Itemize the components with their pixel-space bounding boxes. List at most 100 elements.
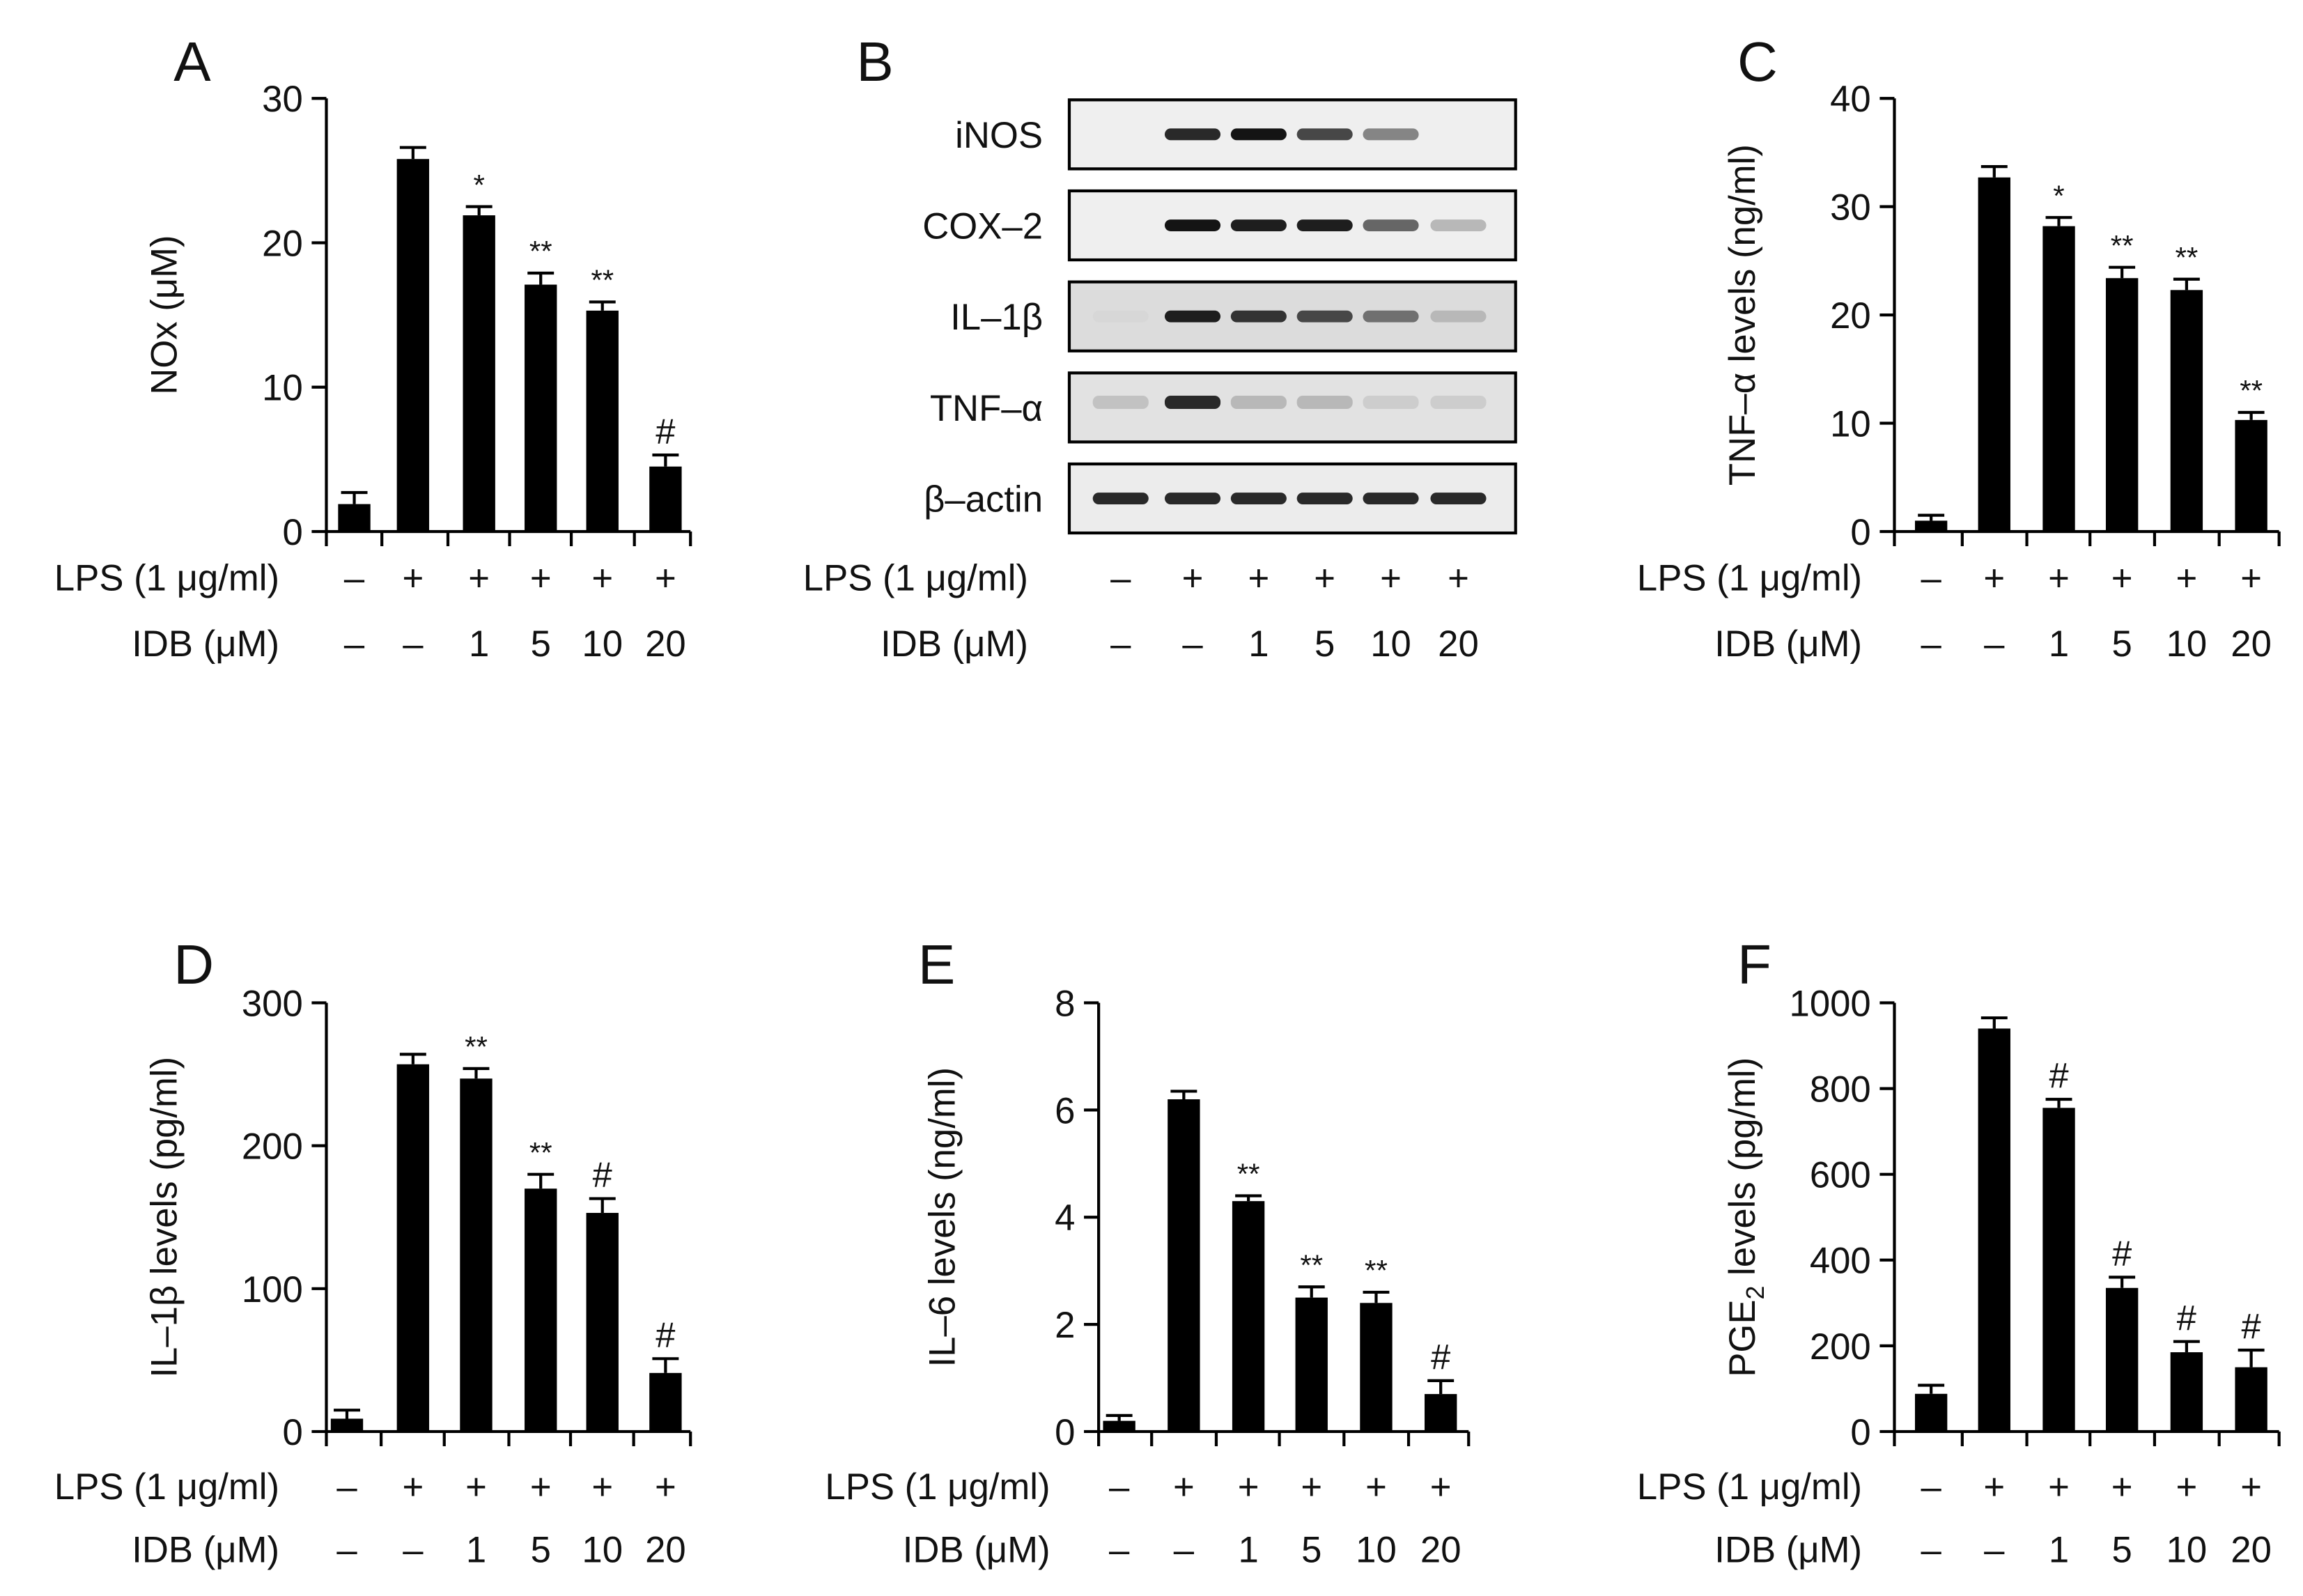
lps-value: +	[591, 1466, 613, 1508]
band	[1164, 396, 1221, 409]
bar	[2042, 226, 2075, 532]
idb-value: 1	[466, 1530, 486, 1571]
lps-value: +	[1380, 557, 1402, 598]
lps-value: +	[530, 557, 552, 598]
band	[1092, 396, 1149, 409]
bar	[586, 1213, 619, 1432]
idb-label: IDB (μM)	[1714, 1530, 1862, 1571]
lps-label: LPS (1 μg/ml)	[803, 557, 1028, 598]
bar	[2042, 1108, 2075, 1432]
protein-label: β–actin	[924, 479, 1043, 520]
band	[1296, 310, 1353, 323]
y-tick-label: 4	[1055, 1198, 1075, 1239]
bar	[460, 1078, 493, 1432]
y-tick-label: 0	[1850, 1412, 1870, 1453]
bar	[1168, 1099, 1200, 1432]
idb-value: 20	[645, 1530, 686, 1571]
y-tick-label: 200	[242, 1126, 303, 1168]
idb-value: 20	[1438, 623, 1479, 665]
lps-value: +	[1173, 1466, 1195, 1508]
panel-letter: F	[1737, 933, 1771, 995]
idb-label: IDB (μM)	[132, 623, 279, 665]
idb-value: 5	[1301, 1530, 1321, 1571]
lps-label: LPS (1 μg/ml)	[1637, 1466, 1862, 1508]
idb-value: 5	[531, 623, 551, 665]
significance-label: **	[529, 235, 552, 268]
y-tick-label: 0	[282, 1412, 302, 1453]
bar	[463, 215, 495, 532]
panel-letter: A	[173, 30, 211, 93]
bar	[2170, 290, 2203, 532]
protein-label: TNF–α	[930, 388, 1043, 429]
idb-value: –	[1174, 1530, 1195, 1571]
band	[1230, 219, 1287, 231]
significance-label: **	[2240, 374, 2263, 407]
lps-value: +	[1248, 557, 1269, 598]
lps-value: +	[2048, 1466, 2070, 1508]
bar	[1914, 1393, 1948, 1432]
bar	[1978, 177, 2010, 532]
protein-label: IL–1β	[950, 297, 1043, 338]
band	[1430, 396, 1487, 409]
y-axis-label: NOx (μM)	[144, 235, 185, 394]
lps-value: +	[530, 1466, 552, 1508]
idb-value: –	[344, 623, 365, 665]
lps-value: –	[336, 1466, 357, 1508]
y-axis-label: IL–6 levels (ng/ml)	[922, 1067, 963, 1367]
significance-label: **	[2175, 241, 2198, 274]
bar	[2235, 1367, 2267, 1432]
bar	[396, 1064, 430, 1432]
band	[1363, 128, 1419, 141]
bar	[1295, 1297, 1328, 1432]
significance-label: #	[2177, 1298, 2196, 1338]
idb-label: IDB (μM)	[881, 623, 1028, 665]
idb-value: 20	[645, 623, 686, 665]
idb-value: 1	[2049, 623, 2069, 665]
significance-label: **	[465, 1030, 488, 1063]
bar	[1425, 1394, 1457, 1432]
band	[1430, 310, 1487, 323]
lps-value: +	[655, 1466, 676, 1508]
idb-value: 10	[1356, 1530, 1397, 1571]
idb-value: –	[1921, 1530, 1941, 1571]
panel-e: E 0 2 4 6 8 IL–6 levels (ng/ml) ** ** ** # LPS (1 μ…	[825, 933, 1471, 1571]
y-axis-label: PGE2 levels (pg/ml)	[1722, 1057, 1769, 1377]
idb-value: 20	[1420, 1530, 1461, 1571]
blot-strip	[1067, 98, 1517, 171]
lps-label: LPS (1 μg/ml)	[1637, 557, 1862, 598]
idb-label: IDB (μM)	[1714, 623, 1862, 665]
lps-value: +	[1314, 557, 1335, 598]
lps-value: +	[1238, 1466, 1259, 1508]
idb-value: –	[1110, 623, 1131, 665]
y-tick-label: 20	[1830, 295, 1871, 336]
lps-value: +	[1301, 1466, 1322, 1508]
lps-value: +	[1983, 557, 2005, 598]
band	[1164, 219, 1221, 231]
band	[1363, 396, 1419, 409]
y-tick-label: 800	[1810, 1069, 1871, 1110]
y-tick-label: 0	[1850, 512, 1870, 553]
band	[1296, 396, 1353, 409]
bar	[338, 504, 371, 532]
y-tick-label: 0	[1055, 1412, 1075, 1453]
band	[1230, 396, 1287, 409]
idb-value: 10	[582, 1530, 623, 1571]
y-tick-label: 0	[282, 512, 302, 553]
band	[1296, 219, 1353, 231]
lps-value: –	[1110, 557, 1131, 598]
y-tick-label: 2	[1055, 1305, 1075, 1346]
panel-letter: D	[173, 933, 214, 995]
idb-value: 5	[531, 1530, 551, 1571]
idb-label: IDB (μM)	[903, 1530, 1050, 1571]
lps-value: +	[2111, 557, 2133, 598]
idb-value: –	[403, 623, 424, 665]
significance-label: #	[2049, 1055, 2068, 1095]
lps-value: +	[2240, 1466, 2262, 1508]
lps-label: LPS (1 μg/ml)	[825, 1466, 1050, 1508]
lps-value: +	[468, 557, 490, 598]
idb-value: 10	[2166, 623, 2208, 665]
bar	[396, 159, 430, 532]
idb-value: 1	[2049, 1530, 2069, 1571]
lps-value: +	[591, 557, 613, 598]
